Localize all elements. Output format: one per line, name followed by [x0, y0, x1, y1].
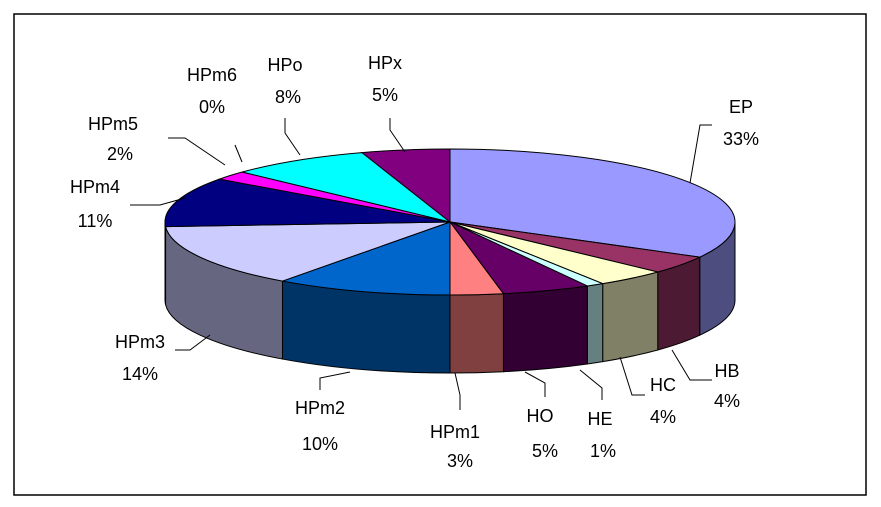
value-label: 4%: [714, 391, 740, 411]
category-label: HPm6: [187, 65, 237, 85]
category-label: EP: [729, 97, 753, 117]
slice-side: [586, 283, 604, 365]
value-label: 2%: [107, 144, 133, 164]
category-label: HPm4: [70, 177, 120, 197]
leader-line: [389, 118, 406, 153]
leader-line: [454, 372, 461, 410]
slice: [242, 152, 451, 223]
slice-side: [602, 271, 659, 363]
slice-side: [502, 285, 588, 373]
slice-side: [164, 221, 167, 305]
value-label: 0%: [199, 97, 225, 117]
slice: [280, 221, 451, 296]
leader-line: [130, 197, 186, 206]
category-label: HE: [587, 409, 612, 429]
value-label: 5%: [372, 85, 398, 105]
value-label: 3%: [447, 451, 473, 471]
leader-line: [168, 137, 226, 166]
leader-line: [524, 371, 546, 397]
category-label: HPx: [368, 53, 402, 73]
value-label: 14%: [122, 364, 158, 384]
value-label: 4%: [650, 407, 676, 427]
category-label: HC: [650, 375, 676, 395]
slice: [360, 148, 451, 224]
slice: [164, 221, 451, 282]
leader-line: [619, 356, 645, 396]
category-label: HPm5: [88, 114, 138, 134]
leader-line: [671, 349, 712, 381]
slice: [164, 178, 451, 228]
slice-side: [449, 293, 504, 374]
value-label: 11%: [78, 211, 113, 231]
category-label: HO: [527, 406, 554, 426]
category-label: HPm2: [295, 398, 345, 418]
leader-line: [689, 124, 712, 184]
leader-line: [234, 144, 243, 163]
category-label: HPo: [267, 55, 302, 75]
category-label: HPm3: [115, 332, 165, 352]
value-label: 8%: [275, 87, 301, 107]
leader-line: [579, 369, 603, 400]
slice: [449, 148, 736, 258]
leader-line: [284, 118, 301, 156]
value-label: 10%: [302, 434, 338, 454]
leader-line: [175, 334, 211, 351]
slice-side: [657, 256, 701, 351]
category-label: HPm1: [430, 422, 480, 442]
value-label: 33%: [723, 129, 759, 149]
leader-line: [319, 371, 351, 390]
category-label: HB: [714, 361, 739, 381]
value-label: 1%: [590, 441, 616, 461]
value-label: 5%: [532, 441, 558, 461]
